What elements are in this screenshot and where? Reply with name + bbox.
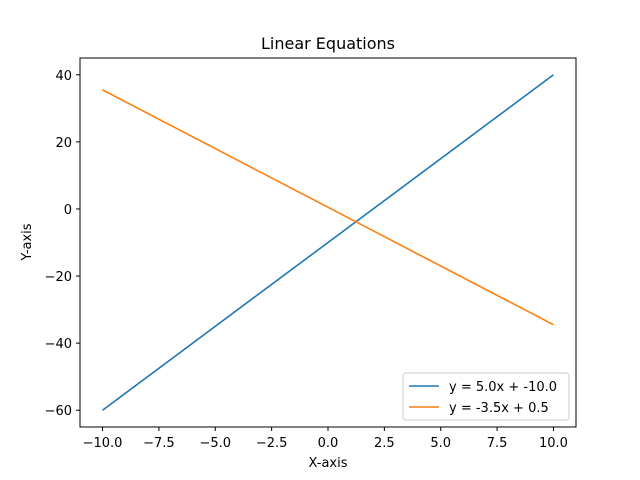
y-tick-label: −60 bbox=[45, 404, 72, 419]
x-tick-label: 0.0 bbox=[318, 436, 339, 451]
x-tick-label: −7.5 bbox=[143, 436, 175, 451]
series-line-2 bbox=[102, 89, 554, 326]
legend-label-2: y = -3.5x + 0.5 bbox=[449, 401, 549, 416]
x-tick-label: −10.0 bbox=[83, 436, 123, 451]
y-tick-label: −40 bbox=[45, 337, 72, 352]
series-line-1 bbox=[102, 74, 554, 411]
y-tick-label: 20 bbox=[55, 136, 72, 151]
x-tick-label: −5.0 bbox=[199, 436, 231, 451]
y-axis-ticks: 40 20 0 −20 −40 −60 bbox=[45, 69, 80, 419]
y-tick-label: −20 bbox=[45, 270, 72, 285]
legend: y = 5.0x + -10.0 y = -3.5x + 0.5 bbox=[402, 372, 570, 421]
chart-title: Linear Equations bbox=[261, 34, 395, 53]
x-axis-label: X-axis bbox=[309, 456, 348, 471]
y-axis-label: Y-axis bbox=[20, 223, 35, 261]
x-tick-label: −2.5 bbox=[256, 436, 288, 451]
series-lines bbox=[102, 74, 554, 411]
x-tick-label: 7.5 bbox=[487, 436, 508, 451]
legend-label-1: y = 5.0x + -10.0 bbox=[449, 380, 557, 395]
x-tick-label: 10.0 bbox=[539, 436, 568, 451]
x-tick-label: 5.0 bbox=[430, 436, 451, 451]
y-tick-label: 40 bbox=[55, 69, 72, 84]
y-tick-label: 0 bbox=[64, 203, 72, 218]
legend-box bbox=[402, 372, 570, 421]
x-tick-label: 2.5 bbox=[374, 436, 395, 451]
x-axis-ticks: −10.0 −7.5 −5.0 −2.5 0.0 2.5 5.0 7.5 10.0 bbox=[83, 427, 568, 451]
